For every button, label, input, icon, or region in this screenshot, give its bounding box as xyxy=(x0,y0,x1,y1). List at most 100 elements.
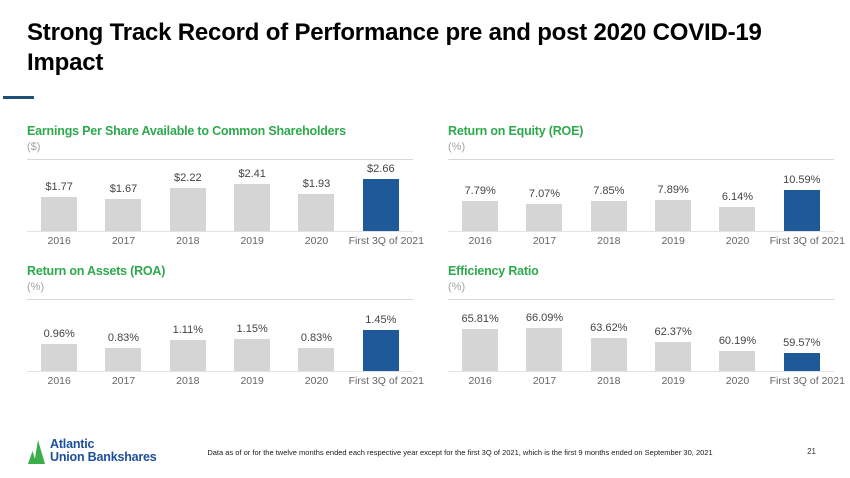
bar xyxy=(719,206,756,231)
bar xyxy=(783,189,820,231)
bar-column: 6.14% xyxy=(705,191,769,231)
bar xyxy=(298,193,335,231)
bar xyxy=(362,178,399,231)
bar-column: $2.41 xyxy=(220,168,284,231)
logo-line1: Atlantic xyxy=(50,437,95,451)
chart-roa: Return on Assets (ROA) (%) 0.96% 0.83% 1.1… xyxy=(27,264,424,399)
category-label: 2019 xyxy=(240,234,264,247)
chart-unit-label: (%) xyxy=(448,140,466,153)
category-label: 2018 xyxy=(176,374,200,387)
category-labels: 2016 2017 2018 2019 2020 First 3Q of 2021 xyxy=(27,374,424,388)
bar-column: $1.77 xyxy=(27,181,91,231)
bar-column: 62.37% xyxy=(641,326,705,371)
category-label: First 3Q of 2021 xyxy=(769,374,845,387)
value-label: 1.15% xyxy=(236,322,268,335)
bar-column: 7.07% xyxy=(512,188,576,231)
chart-title: Earnings Per Share Available to Common S… xyxy=(27,124,346,138)
bar-column: 0.96% xyxy=(27,328,91,371)
category-label: First 3Q of 2021 xyxy=(348,234,424,247)
bar xyxy=(719,350,756,371)
value-label: 1.45% xyxy=(365,313,397,326)
chart-title: Return on Equity (ROE) xyxy=(448,124,584,138)
plot-area: 0.96% 0.83% 1.11% 1.15% 0.83% 1.45% xyxy=(27,301,413,371)
company-logo: Atlantic Union Bankshares xyxy=(28,438,157,464)
chart-eps: Earnings Per Share Available to Common S… xyxy=(27,124,424,259)
axis-line xyxy=(27,230,413,232)
value-label: $2.66 xyxy=(367,162,395,175)
bar-column: 1.11% xyxy=(156,324,220,371)
chart-unit-label: (%) xyxy=(27,280,45,293)
value-label: 66.09% xyxy=(525,311,564,324)
bar-column: $2.66 xyxy=(349,163,413,231)
category-label: 2017 xyxy=(532,374,557,387)
bar xyxy=(655,341,692,371)
category-label: 2019 xyxy=(661,234,685,247)
logo-text: Atlantic Union Bankshares xyxy=(50,438,157,464)
bar-column: 0.83% xyxy=(284,332,348,371)
title-underline xyxy=(3,96,34,99)
bar-column: 1.45% xyxy=(349,314,413,371)
category-label: 2016 xyxy=(47,234,71,247)
bar xyxy=(169,339,206,371)
bar xyxy=(526,203,563,231)
bar-column: 63.62% xyxy=(577,322,641,371)
value-label: 7.79% xyxy=(464,184,496,197)
bar-column: 7.89% xyxy=(641,184,705,231)
category-label: 2017 xyxy=(532,234,557,247)
category-label: 2019 xyxy=(240,374,264,387)
logo-line2: Union Bankshares xyxy=(50,449,157,464)
bar-column: 10.59% xyxy=(770,174,834,231)
value-label: 0.96% xyxy=(43,327,75,340)
bar xyxy=(234,338,271,371)
value-label: 59.57% xyxy=(783,336,821,349)
category-label: 2018 xyxy=(597,234,621,247)
bar-column: 7.79% xyxy=(448,185,512,231)
category-labels: 2016 2017 2018 2019 2020 First 3Q of 2021 xyxy=(448,234,845,248)
bar-column: $1.67 xyxy=(91,183,155,231)
slide-title: Strong Track Record of Performance pre a… xyxy=(27,19,762,76)
value-label: 60.19% xyxy=(718,334,757,347)
category-label: 2020 xyxy=(304,374,329,387)
bar-column: $1.93 xyxy=(284,178,348,231)
value-label: $1.67 xyxy=(109,182,138,195)
category-label: 2018 xyxy=(597,374,621,387)
category-label: 2020 xyxy=(725,234,750,247)
category-label: 2018 xyxy=(176,234,200,247)
bar xyxy=(783,352,820,371)
chart-title: Efficiency Ratio xyxy=(448,264,539,278)
bar xyxy=(590,200,627,231)
chart-roe: Return on Equity (ROE) (%) 7.79% 7.07% 7.8… xyxy=(448,124,845,259)
value-label: 63.62% xyxy=(590,321,628,334)
value-label: 6.14% xyxy=(721,190,754,203)
category-label: 2016 xyxy=(468,234,492,247)
category-label: 2016 xyxy=(47,374,71,387)
bar xyxy=(655,199,692,231)
divider-line xyxy=(27,158,413,160)
axis-line xyxy=(448,230,834,232)
bar-column: 66.09% xyxy=(512,312,576,371)
bar xyxy=(526,327,563,371)
category-label: 2020 xyxy=(304,234,329,247)
bar-column: 0.83% xyxy=(91,332,155,371)
bar-column: 60.19% xyxy=(705,335,769,371)
category-labels: 2016 2017 2018 2019 2020 First 3Q of 2021 xyxy=(448,374,845,388)
value-label: 65.81% xyxy=(461,312,499,325)
value-label: 62.37% xyxy=(654,325,692,338)
chart-unit-label: ($) xyxy=(27,140,41,153)
bar xyxy=(362,329,399,371)
plot-area: 7.79% 7.07% 7.85% 7.89% 6.14% 10.59% xyxy=(448,161,834,231)
bar xyxy=(41,343,78,371)
bar xyxy=(105,198,142,231)
value-label: 7.89% xyxy=(657,183,689,196)
value-label: 7.07% xyxy=(528,187,561,200)
value-label: 10.59% xyxy=(783,173,821,186)
value-label: 1.11% xyxy=(172,323,203,336)
bar-column: $2.22 xyxy=(156,172,220,231)
footnote: Data as of or for the twelve months ende… xyxy=(207,448,713,457)
category-label: First 3Q of 2021 xyxy=(348,374,424,387)
bar-column: 7.85% xyxy=(577,185,641,231)
bar xyxy=(590,337,627,371)
axis-line xyxy=(27,370,413,372)
category-label: First 3Q of 2021 xyxy=(769,234,845,247)
